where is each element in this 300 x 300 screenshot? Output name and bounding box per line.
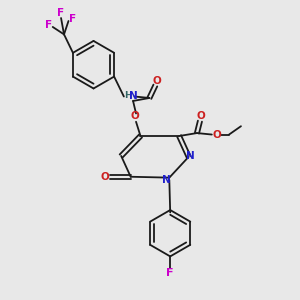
Text: N: N bbox=[129, 91, 138, 101]
Text: H: H bbox=[124, 92, 132, 100]
Text: F: F bbox=[167, 268, 174, 278]
Text: F: F bbox=[58, 8, 64, 18]
Text: N: N bbox=[186, 151, 194, 161]
Text: O: O bbox=[101, 172, 110, 182]
Text: O: O bbox=[196, 111, 205, 122]
Text: O: O bbox=[152, 76, 161, 86]
Text: F: F bbox=[69, 14, 76, 24]
Text: O: O bbox=[212, 130, 221, 140]
Text: F: F bbox=[45, 20, 52, 30]
Text: O: O bbox=[131, 111, 140, 122]
Text: N: N bbox=[162, 175, 171, 185]
